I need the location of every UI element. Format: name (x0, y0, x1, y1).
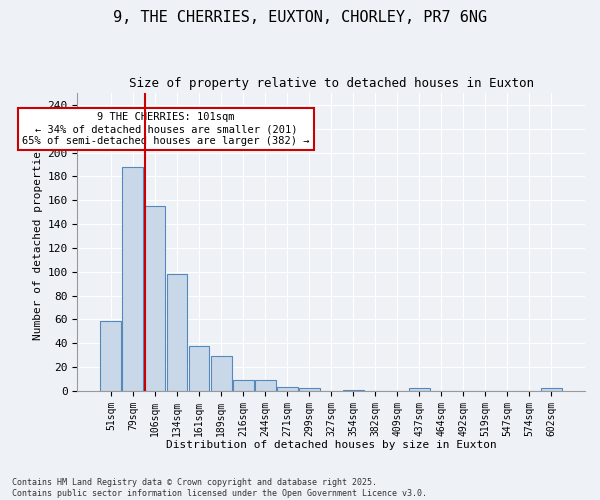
Text: 9 THE CHERRIES: 101sqm
← 34% of detached houses are smaller (201)
65% of semi-de: 9 THE CHERRIES: 101sqm ← 34% of detached… (22, 112, 310, 146)
Bar (254, 380, 275, 391)
Bar (145, 206, 166, 391)
Text: Contains HM Land Registry data © Crown copyright and database right 2025.
Contai: Contains HM Land Registry data © Crown c… (12, 478, 427, 498)
Bar (188, 346, 209, 391)
Title: Size of property relative to detached houses in Euxton: Size of property relative to detached ho… (128, 78, 533, 90)
Bar (211, 356, 232, 391)
Bar (343, 390, 364, 391)
Bar (277, 388, 298, 391)
Bar (100, 320, 121, 391)
Bar (233, 380, 254, 391)
Bar (409, 388, 430, 391)
Bar (299, 388, 320, 391)
Bar (541, 388, 562, 391)
Bar (167, 274, 187, 391)
Text: 9, THE CHERRIES, EUXTON, CHORLEY, PR7 6NG: 9, THE CHERRIES, EUXTON, CHORLEY, PR7 6N… (113, 10, 487, 25)
X-axis label: Distribution of detached houses by size in Euxton: Distribution of detached houses by size … (166, 440, 497, 450)
Bar (122, 167, 143, 391)
Y-axis label: Number of detached properties: Number of detached properties (33, 144, 43, 340)
